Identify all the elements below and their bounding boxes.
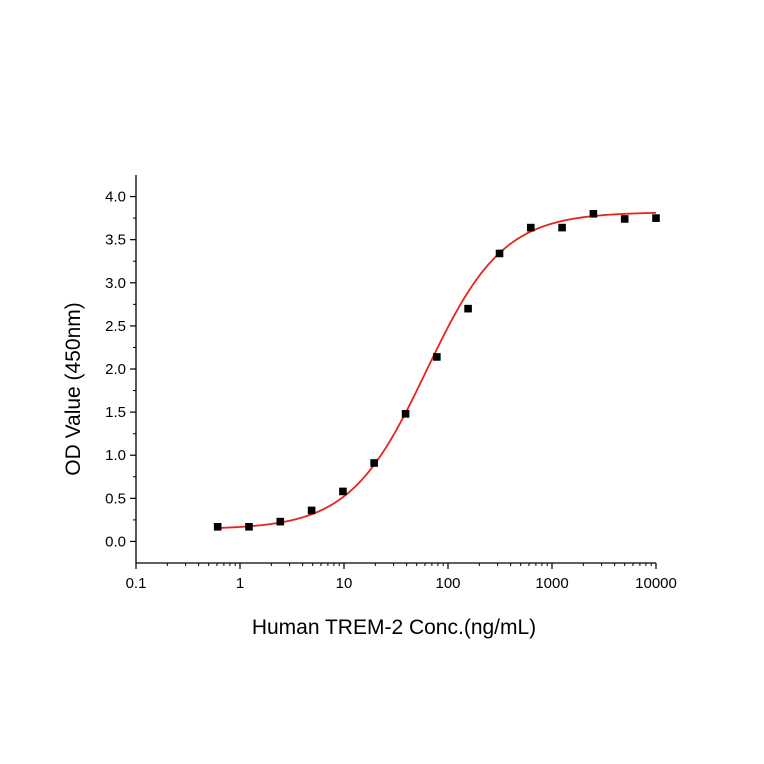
x-tick-label: 0.1 <box>126 575 147 592</box>
x-tick-label: 1000 <box>535 575 568 592</box>
y-axis-title: OD Value (450nm) <box>62 302 85 476</box>
data-point <box>401 410 410 418</box>
y-tick-label: 2.0 <box>105 361 126 378</box>
y-tick-label: 0.0 <box>105 533 126 550</box>
data-point <box>464 304 472 313</box>
x-axis-ticks: 0.1 1 10 100 1000 10000 <box>126 563 677 592</box>
data-point <box>620 215 629 223</box>
y-tick-label: 1.0 <box>105 447 126 464</box>
x-axis-title: Human TREM-2 Conc.(ng/mL) <box>252 616 536 639</box>
data-point <box>370 459 378 467</box>
data-point <box>339 487 347 496</box>
y-tick-label: 3.5 <box>105 232 126 249</box>
x-tick-label: 100 <box>435 575 460 592</box>
data-point <box>307 506 316 515</box>
data-point <box>276 517 285 526</box>
x-tick-label: 10 <box>336 575 353 592</box>
y-tick-label: 2.5 <box>105 318 126 335</box>
fit-curve-layer <box>217 211 657 529</box>
data-point <box>245 522 253 531</box>
axes <box>135 175 656 564</box>
data-point <box>495 249 504 258</box>
y-tick-label: 4.0 <box>105 189 126 206</box>
y-tick-label: 3.0 <box>105 275 126 292</box>
y-axis-ticks: 0.0 0.5 1.0 1.5 2.0 2.5 3.0 3.5 4.0 <box>105 189 136 550</box>
data-point <box>433 353 441 361</box>
x-tick-label: 10000 <box>635 575 677 592</box>
data-point <box>652 214 660 222</box>
y-tick-label: 0.5 <box>105 490 126 507</box>
data-point <box>526 223 535 232</box>
data-points-layer <box>213 210 660 531</box>
data-point <box>213 522 222 531</box>
data-point <box>558 223 566 232</box>
x-tick-label: 1 <box>236 575 244 592</box>
data-point <box>589 210 598 218</box>
y-tick-label: 1.5 <box>105 404 126 421</box>
fit-curve <box>217 211 657 529</box>
